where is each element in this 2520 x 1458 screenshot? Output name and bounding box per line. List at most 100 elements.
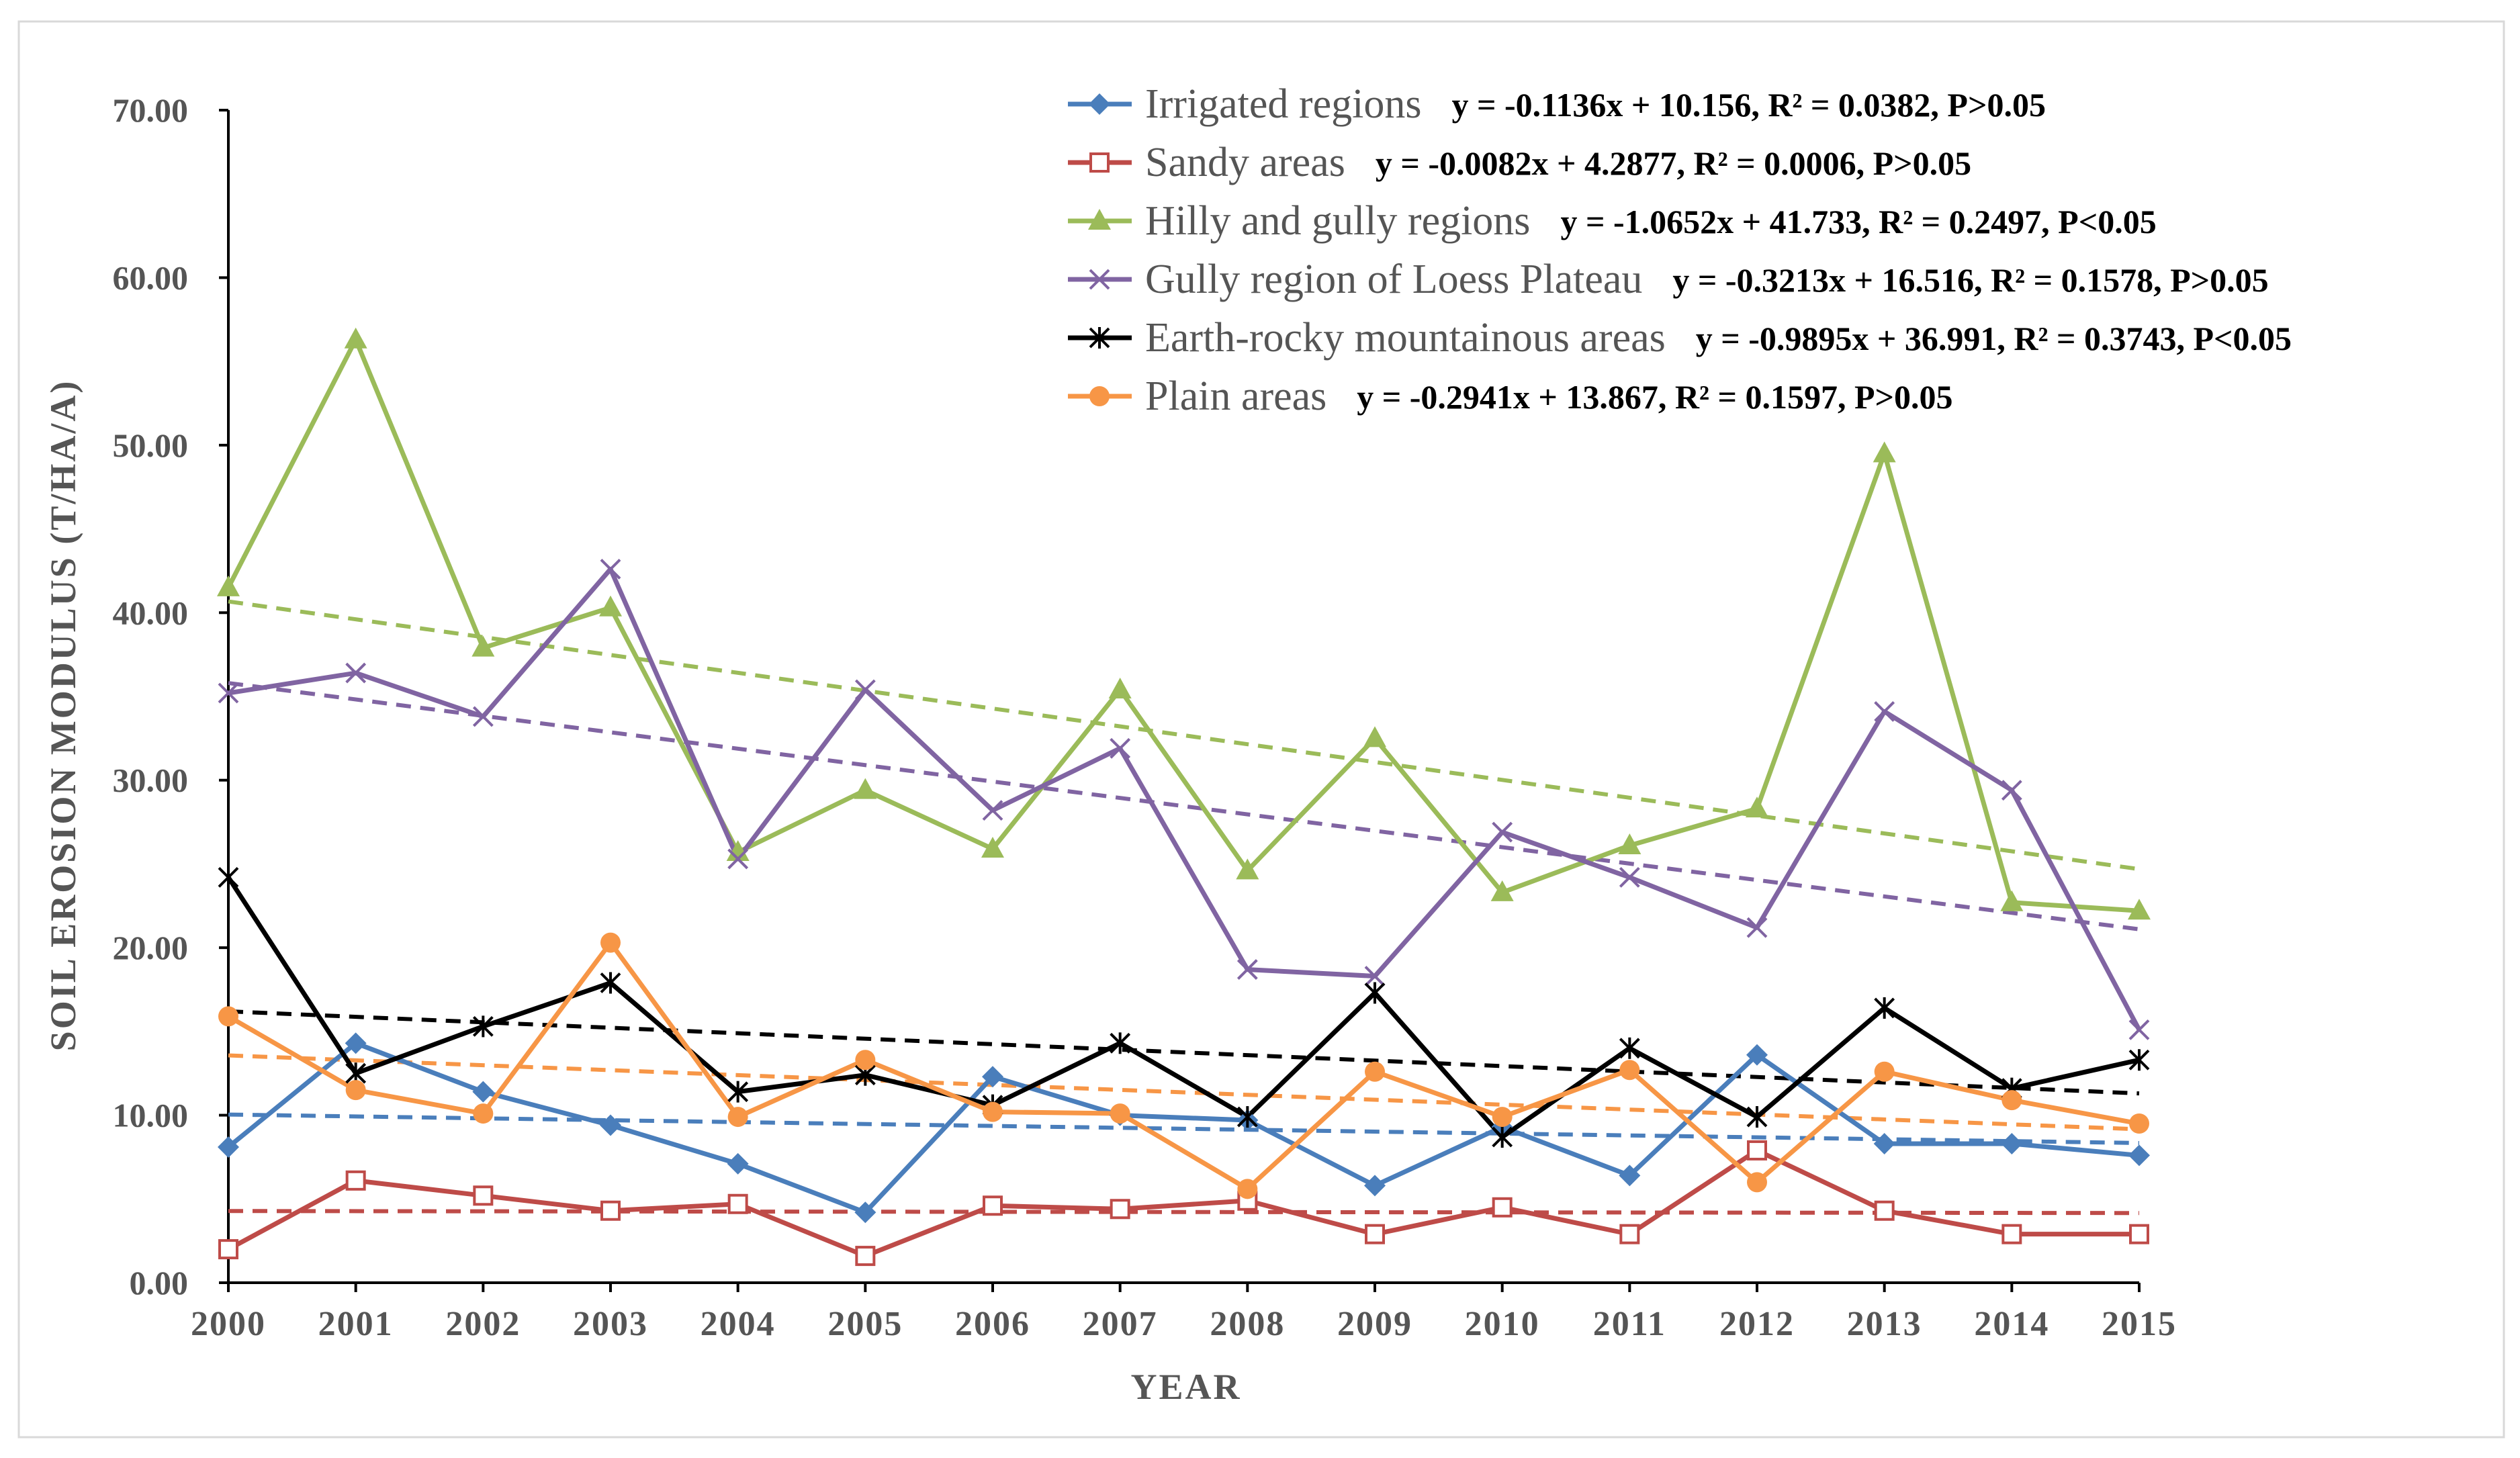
x-tick-label: 2008 xyxy=(1210,1305,1285,1343)
data-point-1-15 xyxy=(2129,1224,2149,1244)
y-tick-label: 20.00 xyxy=(113,929,189,966)
legend-equation-2: y = -1.0652x + 41.733, R² = 0.2497, P<0.… xyxy=(1560,203,2156,240)
data-point-1-12 xyxy=(1747,1140,1767,1160)
data-point-2-0 xyxy=(217,575,240,596)
data-point-4-2 xyxy=(472,1015,494,1038)
data-point-3-0 xyxy=(218,682,239,704)
legend-marker-4 xyxy=(1089,327,1110,349)
x-tick-label: 2002 xyxy=(445,1305,521,1343)
x-tick-label: 2006 xyxy=(955,1305,1030,1343)
data-point-1-13 xyxy=(1874,1200,1895,1221)
data-point-5-6 xyxy=(983,1101,1003,1122)
legend-marker-2 xyxy=(1088,209,1111,230)
data-point-3-10 xyxy=(1492,821,1513,843)
series-line-4 xyxy=(226,876,2140,1140)
legend-equation-4: y = -0.9895x + 36.991, R² = 0.3743, P<0.… xyxy=(1696,320,2292,357)
legend-equation-0: y = -0.1136x + 10.156, R² = 0.0382, P>0.… xyxy=(1451,86,2046,124)
data-point-2-14 xyxy=(2000,890,2024,911)
data-point-5-1 xyxy=(345,1080,366,1101)
data-point-5-0 xyxy=(218,1006,238,1027)
data-point-4-13 xyxy=(1874,997,1895,1019)
data-point-4-9 xyxy=(1364,982,1386,1004)
legend-label-2: Hilly and gully regions xyxy=(1145,198,1530,244)
data-point-4-12 xyxy=(1746,1106,1768,1128)
x-tick-label: 2000 xyxy=(191,1305,266,1343)
data-point-5-7 xyxy=(1110,1103,1130,1124)
data-point-2-13 xyxy=(1873,441,1896,463)
data-point-2-2 xyxy=(471,635,495,657)
data-point-0-13 xyxy=(1873,1132,1895,1154)
data-point-5-11 xyxy=(1619,1060,1640,1081)
data-point-5-3 xyxy=(600,932,621,953)
data-point-3-1 xyxy=(345,662,367,684)
data-point-5-14 xyxy=(2001,1090,2022,1111)
legend-label-4: Earth-rocky mountainous areas xyxy=(1145,315,1666,361)
data-point-3-7 xyxy=(1110,737,1131,759)
x-tick-label: 2005 xyxy=(827,1305,903,1343)
x-tick-label: 2015 xyxy=(2102,1305,2177,1343)
x-tick-label: 2001 xyxy=(318,1305,394,1343)
x-tick-label: 2013 xyxy=(1847,1305,1922,1343)
data-point-4-10 xyxy=(1492,1126,1513,1148)
legend-marker-0 xyxy=(1089,93,1110,115)
data-point-0-11 xyxy=(1619,1165,1641,1187)
data-point-4-8 xyxy=(1236,1106,1258,1128)
y-tick-label: 70.00 xyxy=(113,91,189,129)
data-point-3-2 xyxy=(472,706,494,727)
legend-marker-5 xyxy=(1089,386,1110,406)
data-point-2-11 xyxy=(1618,833,1641,854)
y-tick-label: 0.00 xyxy=(130,1264,189,1302)
data-point-0-5 xyxy=(854,1201,876,1224)
legend-equation-3: y = -0.3213x + 16.516, R² = 0.1578, P>0.… xyxy=(1672,261,2268,299)
series-line-2 xyxy=(226,337,2140,913)
series-line-0 xyxy=(226,1040,2140,1215)
legend-marker-3 xyxy=(1089,269,1110,290)
data-point-3-15 xyxy=(2128,1019,2150,1040)
x-tick-label: 2007 xyxy=(1083,1305,1158,1343)
data-point-0-1 xyxy=(345,1032,367,1054)
data-point-3-4 xyxy=(727,848,749,870)
data-point-2-9 xyxy=(1363,726,1386,747)
y-tick-label: 60.00 xyxy=(113,259,189,296)
data-point-5-10 xyxy=(1492,1107,1513,1128)
data-point-1-11 xyxy=(1619,1224,1640,1244)
x-tick-label: 2011 xyxy=(1593,1305,1666,1343)
series-line-5 xyxy=(227,940,2140,1191)
x-tick-label: 2014 xyxy=(1974,1305,2049,1343)
data-point-0-12 xyxy=(1746,1044,1768,1066)
data-point-0-14 xyxy=(2001,1132,2023,1154)
trendline-0 xyxy=(228,1112,2140,1145)
data-point-2-7 xyxy=(1108,678,1132,699)
data-point-0-2 xyxy=(472,1081,494,1103)
data-point-5-2 xyxy=(473,1103,494,1124)
axes: 0.00 10.00 20.00 30.00 40.00 50.00 60.00 70.00 2… xyxy=(113,91,2177,1343)
data-point-1-4 xyxy=(727,1193,748,1214)
data-point-3-5 xyxy=(854,679,876,700)
trendline-5 xyxy=(228,1053,2140,1132)
data-point-2-3 xyxy=(599,595,622,617)
x-tick-label: 2010 xyxy=(1465,1305,1540,1343)
legend-label-0: Irrigated regions xyxy=(1145,81,1421,127)
data-point-1-10 xyxy=(1492,1197,1513,1218)
data-point-2-5 xyxy=(854,778,877,799)
x-tick-label: 2003 xyxy=(573,1305,648,1343)
x-tick-label: 2004 xyxy=(701,1305,776,1343)
data-point-3-14 xyxy=(2001,780,2022,801)
data-point-2-1 xyxy=(344,327,367,349)
data-point-1-9 xyxy=(1365,1224,1385,1244)
data-point-5-13 xyxy=(1874,1061,1895,1082)
data-point-2-15 xyxy=(2128,899,2151,920)
data-point-1-0 xyxy=(218,1239,238,1260)
legend-equation-5: y = -0.2941x + 13.867, R² = 0.1597, P>0.… xyxy=(1357,378,1952,416)
series-markers xyxy=(217,327,2151,1267)
data-point-5-15 xyxy=(2129,1113,2149,1134)
legend: Irrigated regions y = -0.1136x + 10.156, … xyxy=(1068,81,2292,419)
legend-label-3: Gully region of Loess Plateau xyxy=(1145,257,1642,302)
data-point-2-12 xyxy=(1746,796,1768,818)
data-point-5-8 xyxy=(1237,1179,1258,1199)
y-tick-label: 10.00 xyxy=(113,1097,189,1134)
data-point-3-8 xyxy=(1236,959,1258,980)
data-point-4-3 xyxy=(600,972,621,994)
data-point-3-6 xyxy=(982,800,1003,821)
